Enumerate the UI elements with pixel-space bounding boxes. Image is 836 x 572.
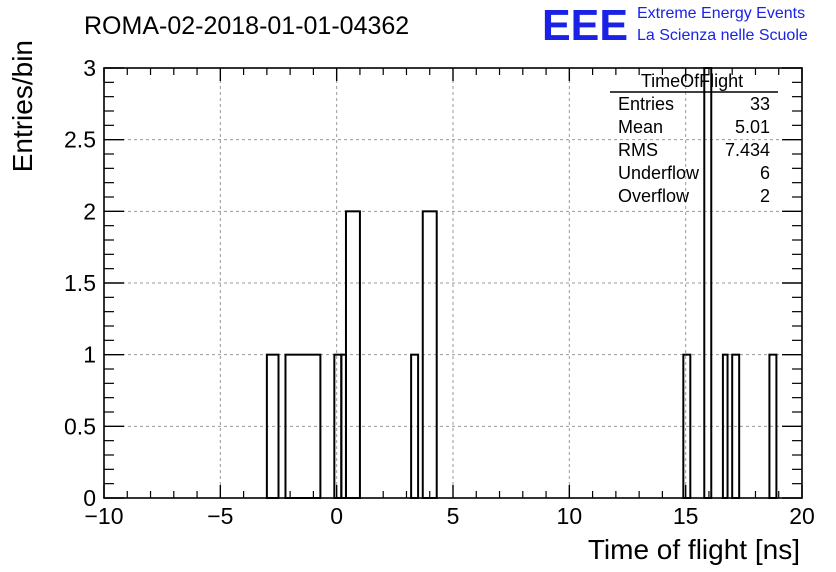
stats-box: TimeOfFlight Entries 33 Mean 5.01 RMS 7.434 Un…	[610, 71, 778, 206]
y-axis-label: Entries/bin	[7, 40, 38, 172]
eee-logo-line2: La Scienza nelle Scuole	[637, 27, 808, 44]
stats-value: 7.434	[725, 140, 770, 160]
grid-lines	[104, 68, 802, 498]
x-axis-label: Time of flight [ns]	[588, 534, 800, 565]
stats-box-rows: Entries 33 Mean 5.01 RMS 7.434 Underflow 6 Overf…	[618, 94, 770, 206]
stats-label: Entries	[618, 94, 674, 114]
y-tick-label: 3	[83, 55, 96, 81]
eee-logo-line1: Extreme Energy Events	[637, 5, 805, 22]
chart-title: ROMA-02-2018-01-01-04362	[84, 12, 409, 40]
y-tick-label: 2	[83, 198, 96, 224]
stats-value: 5.01	[735, 117, 770, 137]
y-tick-label: 0.5	[64, 413, 96, 439]
stats-value: 2	[760, 186, 770, 206]
y-tick-label: 0	[83, 485, 96, 511]
axis-tick-labels: −10 −5 0 5 10 15 20 0 0.5 1 1.5 2 2.5 3	[64, 55, 815, 529]
x-tick-label: 20	[789, 503, 815, 529]
y-tick-label: 1.5	[64, 270, 96, 296]
y-tick-label: 1	[83, 342, 96, 368]
stats-box-title: TimeOfFlight	[641, 71, 743, 91]
x-tick-label: 15	[673, 503, 699, 529]
histogram-bin	[721, 353, 729, 499]
stats-label: Underflow	[618, 163, 700, 183]
stats-label: Overflow	[618, 186, 690, 206]
x-tick-label: −5	[207, 503, 233, 529]
stats-label: RMS	[618, 140, 658, 160]
x-tick-label: 0	[330, 503, 343, 529]
eee-logo-mark: EEE	[542, 1, 628, 50]
eee-logo: EEE Extreme Energy Events La Scienza nel…	[542, 1, 808, 50]
y-tick-label: 2.5	[64, 127, 96, 153]
stats-label: Mean	[618, 117, 663, 137]
x-tick-label: 10	[557, 503, 583, 529]
stats-value: 33	[750, 94, 770, 114]
axis-ticks	[103, 67, 803, 499]
stats-value: 6	[760, 163, 770, 183]
x-tick-label: 5	[447, 503, 460, 529]
x-tick-label: −10	[84, 503, 123, 529]
